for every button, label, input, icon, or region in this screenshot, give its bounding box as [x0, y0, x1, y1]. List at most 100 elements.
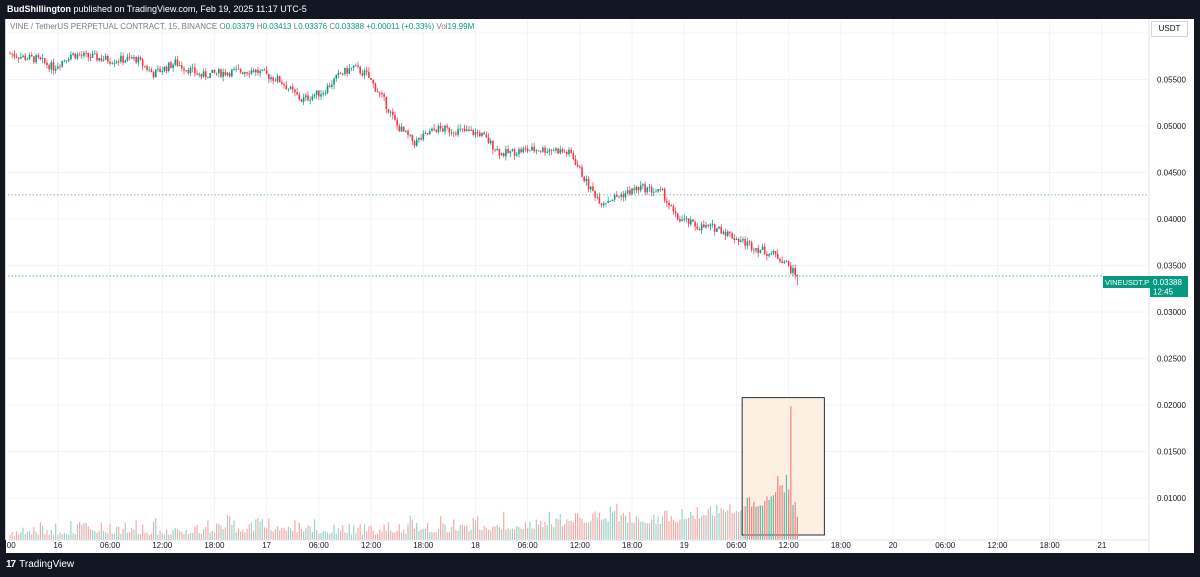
candle: [563, 151, 566, 153]
candle: [337, 72, 340, 75]
volume-bar: [557, 519, 559, 540]
candle: [670, 205, 672, 207]
volume-bar: [172, 530, 174, 540]
volume-bar: [785, 474, 788, 540]
candle: [24, 55, 27, 60]
volume-bar: [653, 515, 655, 540]
volume-bar: [616, 503, 618, 540]
candle: [67, 59, 70, 61]
volume-bar: [168, 534, 170, 540]
volume-bar: [498, 527, 500, 540]
volume-bar: [744, 506, 746, 540]
candle: [550, 149, 553, 151]
candle: [459, 128, 462, 130]
candle: [781, 261, 783, 264]
volume-bar: [740, 509, 742, 540]
candle: [328, 85, 331, 87]
volume-bar: [100, 522, 102, 540]
volume-bar: [646, 523, 648, 540]
volume-bar: [181, 531, 183, 540]
volume-bar: [33, 527, 35, 540]
chart-panel[interactable]: [6, 19, 1194, 553]
volume-bar: [81, 525, 83, 540]
chart-grid: [5, 19, 1148, 540]
tradingview-logo-icon[interactable]: 17: [6, 559, 16, 570]
volume-bar: [681, 509, 683, 540]
time-tick-label: 06:00: [935, 541, 956, 550]
candle: [72, 53, 74, 55]
candle: [648, 186, 651, 188]
candle: [194, 67, 196, 74]
currency-button[interactable]: USDT: [1151, 21, 1188, 37]
volume-bar: [52, 535, 55, 540]
candle: [46, 62, 48, 66]
volume-bar: [59, 532, 61, 540]
candle: [674, 211, 677, 214]
volume-bar: [259, 521, 261, 540]
volume-bar: [303, 531, 305, 540]
volume-bar: [529, 521, 531, 540]
volume-bar: [79, 522, 81, 540]
volume-bar: [679, 519, 681, 540]
candle: [383, 94, 385, 97]
volume-bar: [514, 529, 516, 540]
volume-bar: [263, 527, 266, 540]
candle: [178, 65, 181, 67]
volume-bar: [585, 522, 587, 540]
volume-bar: [685, 518, 688, 540]
candle: [154, 69, 157, 78]
volume-bar: [307, 525, 309, 540]
volume-bar: [20, 532, 22, 540]
candle: [302, 97, 305, 102]
volume-bar: [39, 522, 42, 540]
volume-bar: [357, 527, 359, 540]
volume-bar: [42, 526, 44, 540]
candle: [498, 148, 501, 156]
candle: [790, 265, 792, 274]
candle: [268, 73, 270, 80]
legend-symbol: VINE / TetherUS PERPETUAL CONTRACT, 15, …: [10, 22, 218, 31]
candle: [668, 202, 670, 206]
volume-bar: [477, 516, 479, 540]
volume-bar: [333, 524, 335, 540]
volume-bar: [505, 529, 507, 540]
candle: [424, 132, 427, 134]
volume-bar: [550, 524, 553, 540]
volume-bar: [664, 510, 666, 540]
volume-bar: [231, 524, 233, 540]
candle: [450, 132, 453, 134]
candle: [455, 133, 457, 135]
volume-bar: [427, 523, 429, 540]
candle: [76, 54, 79, 59]
candle: [572, 153, 575, 160]
volume-bar: [472, 518, 474, 540]
volume-bar: [159, 530, 161, 540]
candle: [435, 129, 438, 132]
candle: [700, 224, 703, 231]
volume-bar: [511, 528, 514, 540]
footer-brand[interactable]: TradingView: [19, 559, 75, 570]
volume-bar: [453, 519, 455, 540]
candle: [368, 71, 370, 78]
volume-bar: [655, 523, 657, 540]
legend-open: 0.03379: [225, 22, 255, 31]
candle: [346, 67, 348, 74]
volume-bar: [255, 519, 257, 540]
volume-bar: [727, 510, 729, 540]
volume-bar: [94, 531, 96, 540]
volume-bar: [394, 532, 396, 540]
candle: [639, 185, 642, 191]
volume-bar: [359, 524, 361, 540]
volume-bar: [642, 521, 644, 540]
candle: [30, 54, 33, 57]
volume-bar: [298, 522, 300, 540]
volume-bar: [331, 532, 333, 540]
volume-bar: [363, 524, 366, 540]
volume-bar: [594, 511, 596, 540]
candle: [542, 147, 544, 152]
candle: [87, 52, 90, 58]
volume-bar: [540, 520, 542, 540]
candle: [311, 96, 314, 100]
volume-bar: [70, 520, 72, 540]
